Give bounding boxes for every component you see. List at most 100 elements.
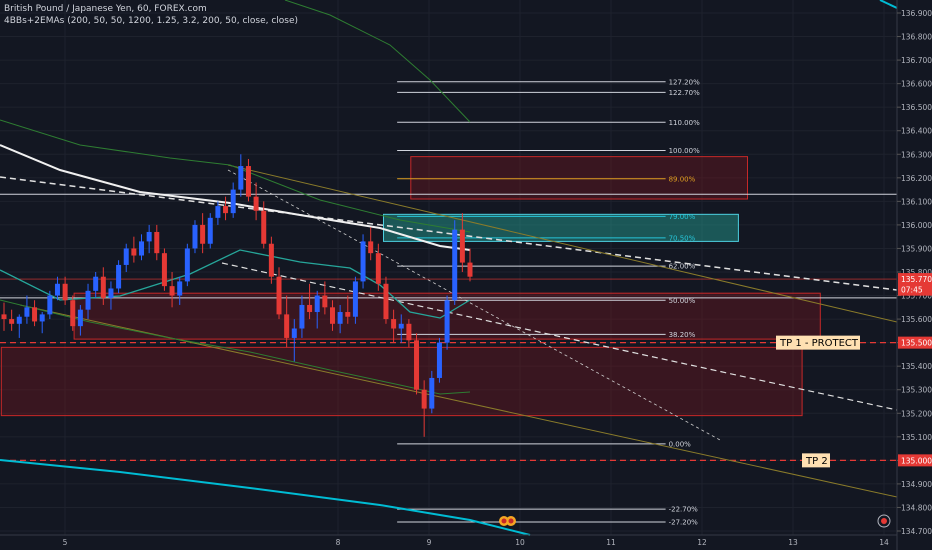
candle-body [261, 210, 267, 244]
indicator-lines [0, 0, 898, 536]
fib-level-label: 70.50% [669, 234, 696, 242]
candle-body [131, 248, 137, 256]
price-tick-label: 136.900 [901, 9, 932, 18]
price-label-bg [898, 273, 932, 286]
candle-body [444, 300, 450, 343]
fib-retracement[interactable]: 127.20% 122.70% 110.00% 100.00% 89.00% 79.00%… [397, 78, 700, 527]
candle-body [291, 328, 297, 338]
candle-body [307, 304, 313, 313]
demand-zone-lower [0, 346, 803, 417]
price-tick-label: 134.800 [901, 503, 932, 512]
price-tick-label: 135.300 [901, 386, 932, 395]
candle-body [169, 286, 175, 296]
candle-body [238, 166, 244, 190]
candle-body [230, 189, 236, 214]
price-tick-label: 136.400 [901, 127, 932, 136]
trendline-dashed-1 [0, 176, 898, 291]
candle-body [39, 314, 45, 322]
replay-icon[interactable] [499, 516, 516, 526]
band-green-top [284, 0, 471, 123]
fib-level-label: 127.20% [669, 78, 700, 86]
price-axis[interactable]: 136.900 136.800 136.700 136.600 136.500 136.4… [896, 0, 932, 550]
fib-level-label: 62.00% [669, 263, 696, 271]
fib-level-label: -22.70% [669, 506, 699, 514]
candle-body [207, 217, 213, 244]
time-tick-label: 5 [63, 538, 68, 547]
candle-body [146, 231, 152, 242]
candle-body [268, 243, 274, 277]
trendline-dashed-2 [221, 262, 898, 411]
candle-body [223, 206, 229, 214]
price-tick-label: 134.900 [901, 480, 932, 489]
price-tick-label: 135.600 [901, 315, 932, 324]
ema-teal [0, 249, 471, 319]
time-tick-label: 12 [697, 538, 707, 547]
fib-level-label: 89.00% [669, 175, 696, 183]
candle-body [154, 231, 160, 254]
candle-body [200, 224, 206, 244]
candle-body [1, 314, 7, 320]
fib-zone [383, 213, 739, 242]
candle-body [47, 295, 53, 315]
candle-body [383, 283, 389, 320]
candle-body [108, 288, 114, 298]
candle-body [398, 323, 404, 329]
time-tick-label: 11 [606, 538, 616, 547]
candle-body [16, 316, 22, 324]
target-tag-bg [802, 453, 830, 468]
fib-level-label: 0.00% [669, 440, 692, 448]
fib-level-label: 122.70% [669, 89, 700, 97]
fib-level-label: 110.00% [669, 119, 700, 127]
candle-body [337, 312, 343, 324]
fib-level-label: 79.00% [669, 213, 696, 221]
candle-body [452, 229, 458, 301]
candle-body [429, 377, 435, 409]
candle-body [414, 340, 420, 390]
candle-body [276, 276, 282, 315]
candle-body [70, 300, 76, 327]
supply-zone [410, 156, 748, 200]
price-tick-label: 136.300 [901, 150, 932, 159]
candle-body [77, 309, 83, 327]
time-tick-label: 14 [879, 538, 889, 547]
candle-body [406, 323, 412, 341]
band-green-upper [0, 119, 471, 233]
candle-body [9, 319, 15, 324]
candle-body [459, 229, 465, 263]
candles [1, 154, 473, 437]
fib-level-label: 38.20% [669, 331, 696, 339]
candle-body [116, 264, 122, 289]
candle-body [368, 241, 374, 254]
price-tick-label: 136.200 [901, 174, 932, 183]
candle-body [93, 276, 99, 291]
price-label-bg [898, 454, 932, 467]
candle-body [245, 166, 251, 197]
candle-body [192, 224, 198, 249]
candle-body [161, 253, 167, 287]
price-tick-label: 136.000 [901, 221, 932, 230]
fib-level-label: 100.00% [669, 147, 700, 155]
price-label: 135.000 [901, 456, 932, 465]
price-tick-label: 135.800 [901, 268, 932, 277]
indicator-title: 4BBs+2EMAs (200, 50, 50, 1200, 1.25, 3.2… [4, 16, 299, 26]
price-label: 135.770 [901, 275, 932, 284]
candle-body [32, 307, 38, 322]
candle-body [177, 281, 183, 296]
candle-body [85, 290, 91, 310]
price-tick-label: 135.200 [901, 409, 932, 418]
price-label: 07:45 [901, 286, 923, 295]
snapshot-icon[interactable] [877, 514, 891, 528]
time-tick-label: 8 [336, 538, 341, 547]
candle-body [139, 241, 145, 256]
candle-body [24, 307, 30, 317]
candle-body [421, 389, 427, 409]
price-tick-label: 136.100 [901, 197, 932, 206]
candle-body [100, 276, 106, 298]
time-tick-label: 9 [427, 538, 432, 547]
target-tag-bg [776, 335, 860, 350]
price-label-bg [898, 336, 932, 349]
chart-legend: British Pound / Japanese Yen, 60, FOREX.… [4, 3, 298, 27]
time-axis[interactable]: 58910111213141516 [0, 534, 932, 547]
channel-upper [227, 164, 898, 323]
